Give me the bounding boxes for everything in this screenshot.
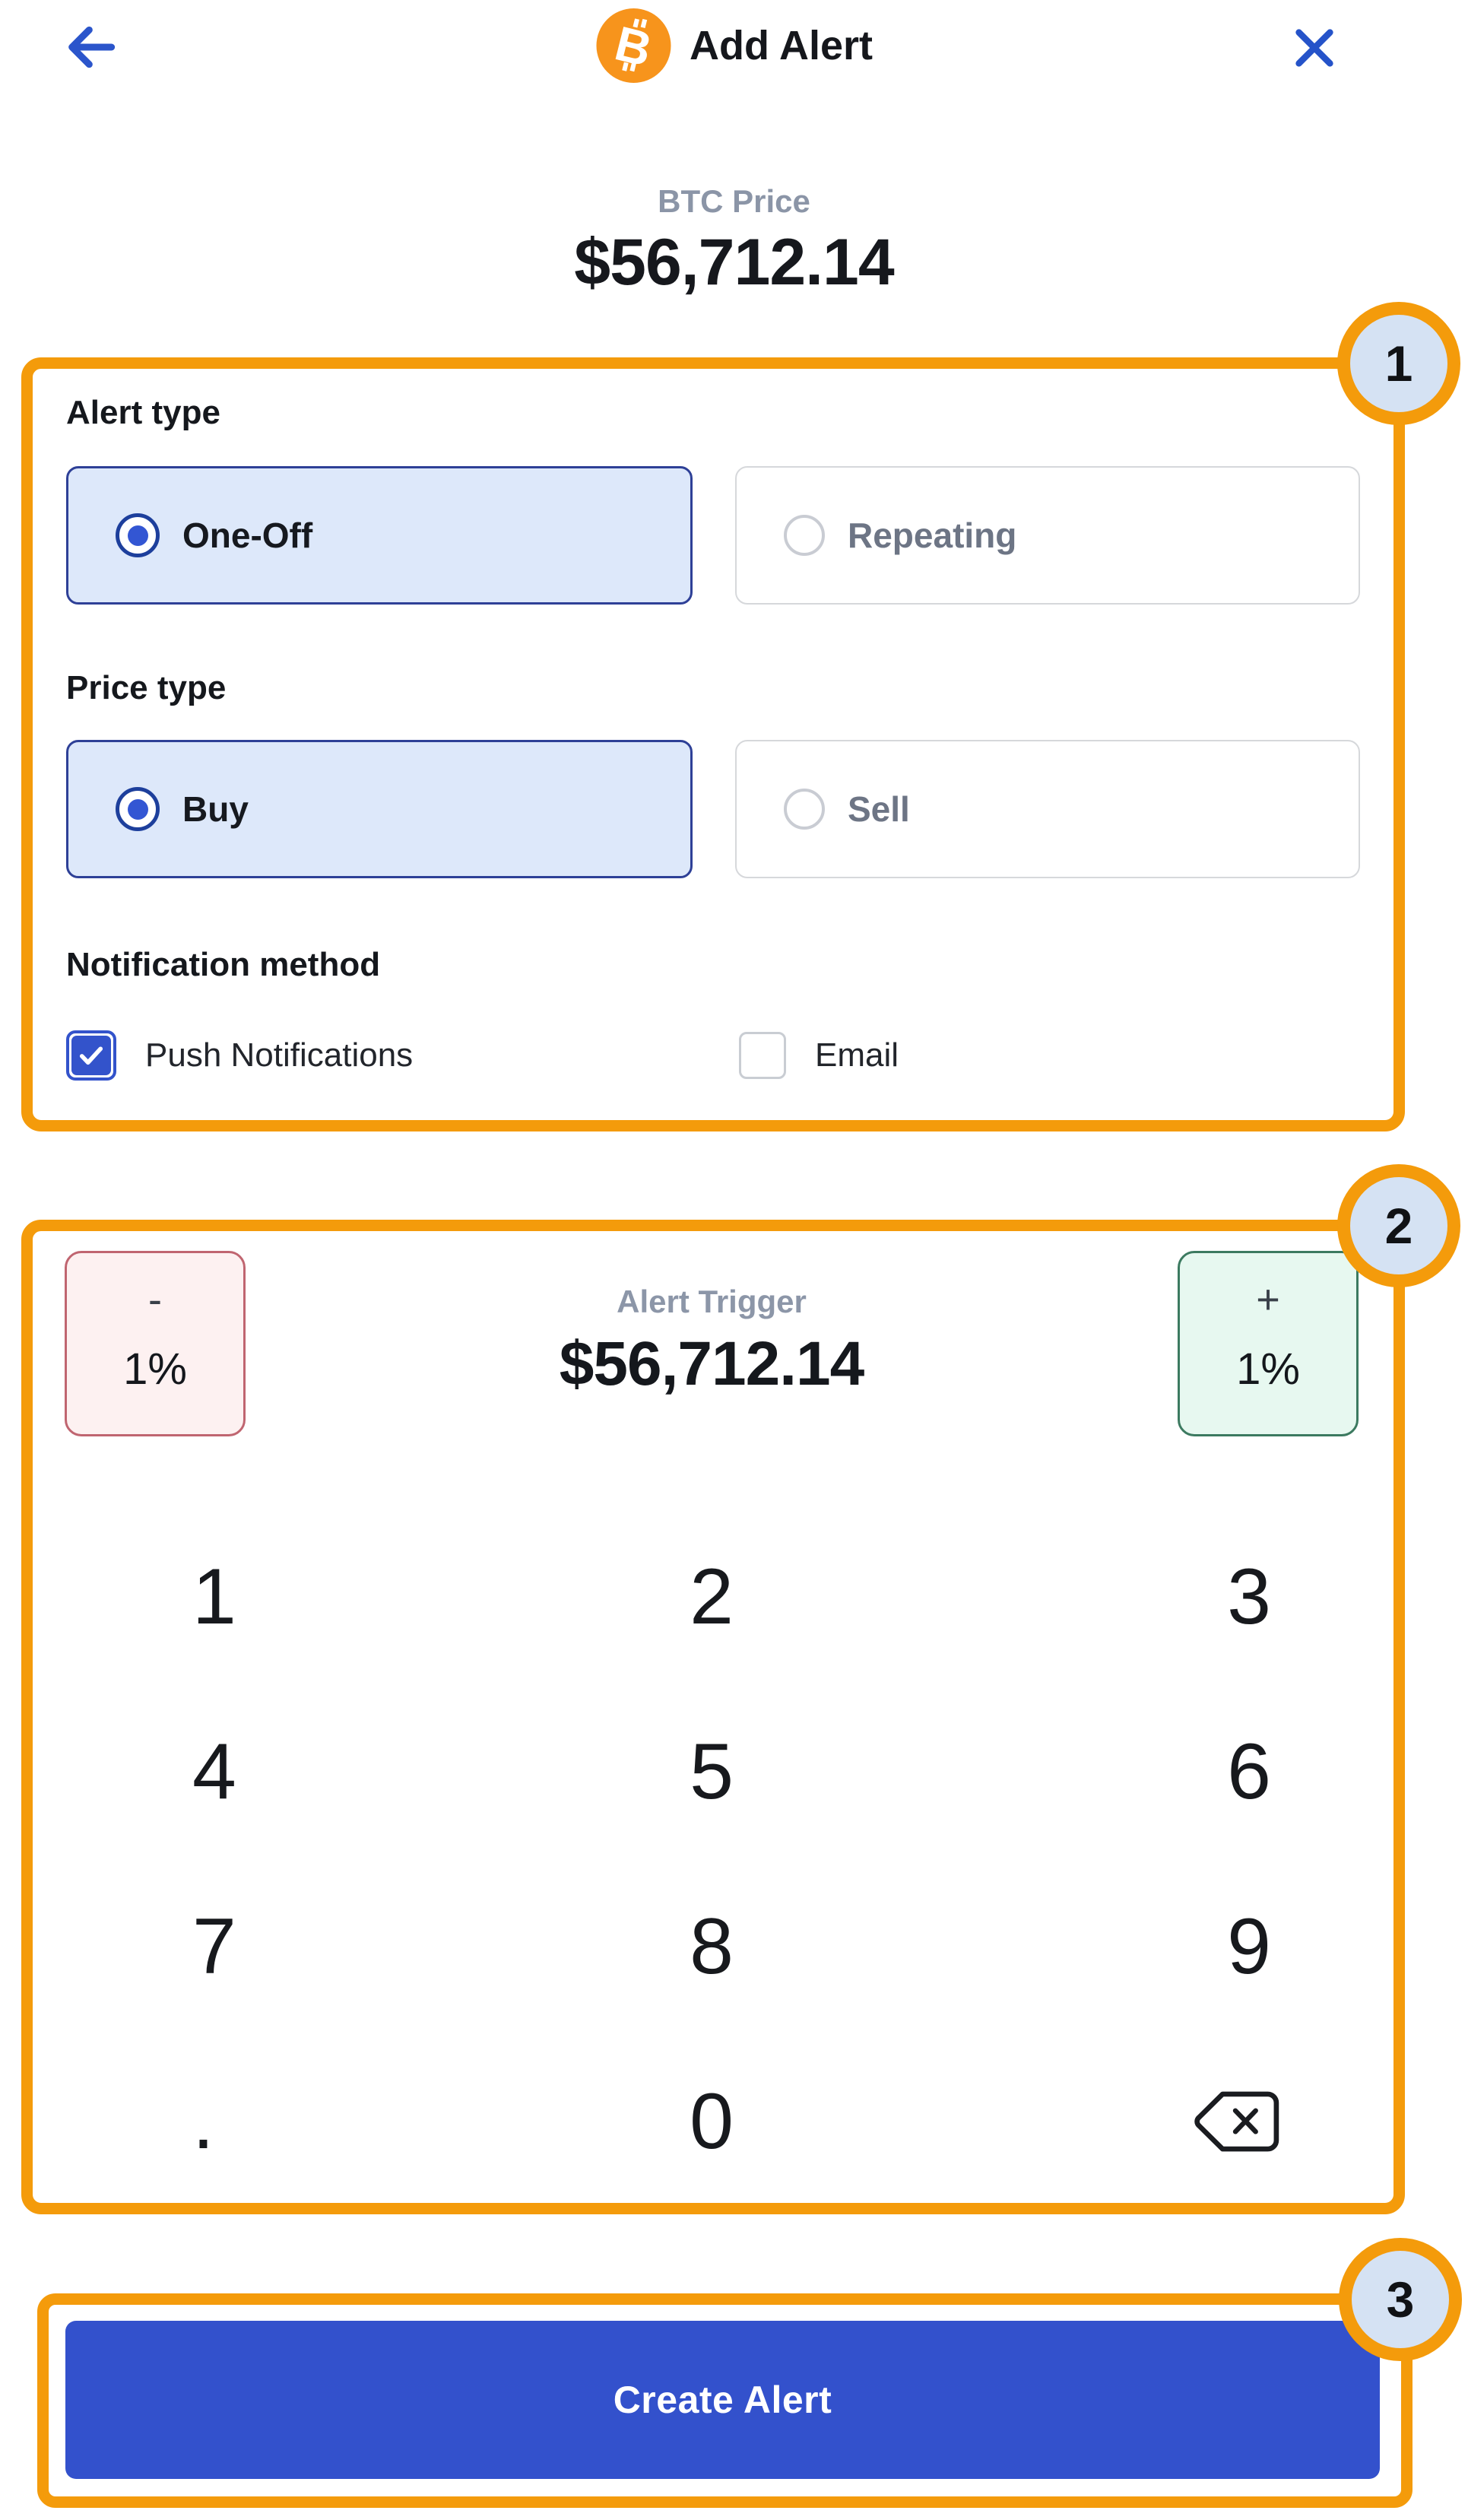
annotation-badge-1: 1 (1337, 302, 1460, 425)
trigger-value: $56,712.14 (559, 1329, 864, 1399)
key-4[interactable]: 4 (192, 1728, 236, 1816)
option-label: One-Off (182, 516, 313, 555)
key-decimal[interactable]: . (192, 2077, 214, 2166)
trigger-label: Alert Trigger (617, 1284, 807, 1319)
annotation-box-3: Create Alert (37, 2293, 1413, 2508)
key-5[interactable]: 5 (690, 1728, 734, 1816)
price-type-options: Buy Sell (66, 740, 1360, 878)
radio-selected-icon (116, 513, 160, 557)
checkbox-unchecked-icon (739, 1032, 787, 1079)
key-3[interactable]: 3 (1227, 1553, 1271, 1641)
plus-icon: + (1256, 1277, 1280, 1322)
header: B Add Alert (0, 0, 1468, 99)
pct-amount: 1% (123, 1344, 187, 1394)
back-button[interactable] (61, 17, 122, 78)
create-alert-label: Create Alert (613, 2379, 832, 2421)
radio-selected-icon (116, 787, 160, 831)
increase-1pct-button[interactable]: + 1% (1178, 1251, 1359, 1436)
key-2[interactable]: 2 (690, 1553, 734, 1641)
price-value: $56,712.14 (574, 226, 894, 300)
numeric-keypad: 1 2 3 4 5 6 7 8 9 . 0 (65, 1509, 1359, 2203)
key-backspace[interactable] (1191, 2090, 1359, 2153)
pct-amount: 1% (1236, 1344, 1300, 1394)
annotation-badge-2: 2 (1337, 1164, 1460, 1287)
checkbox-email[interactable]: Email (739, 1032, 899, 1079)
annotation-badge-3: 3 (1339, 2238, 1462, 2361)
arrow-left-icon (68, 26, 116, 68)
title-group: B Add Alert (595, 8, 873, 84)
price-label: BTC Price (658, 183, 810, 219)
key-7[interactable]: 7 (192, 1903, 236, 1991)
checkbox-push-notifications[interactable]: Push Notifications (66, 1030, 739, 1081)
option-one-off[interactable]: One-Off (66, 466, 693, 605)
current-price-block: BTC Price $56,712.14 (0, 183, 1468, 300)
decrease-1pct-button[interactable]: - 1% (65, 1251, 246, 1436)
bitcoin-icon: B (596, 8, 671, 83)
annotation-box-1: Alert type One-Off Repeating Price type … (21, 357, 1405, 1131)
checkbox-label: Email (815, 1036, 899, 1074)
create-alert-button[interactable]: Create Alert (65, 2321, 1380, 2479)
notification-options: Push Notifications Email (66, 1030, 1360, 1081)
annotation-box-2: - 1% Alert Trigger $56,712.14 + 1% 1 2 3… (21, 1220, 1405, 2214)
option-repeating[interactable]: Repeating (735, 466, 1360, 605)
option-label: Buy (182, 789, 249, 829)
notification-method-label: Notification method (66, 946, 381, 983)
radio-unselected-icon (784, 789, 825, 830)
key-0[interactable]: 0 (690, 2077, 734, 2166)
key-1[interactable]: 1 (192, 1553, 236, 1641)
page-title: Add Alert (690, 23, 873, 68)
option-sell[interactable]: Sell (735, 740, 1360, 878)
option-buy[interactable]: Buy (66, 740, 693, 878)
key-8[interactable]: 8 (690, 1903, 734, 1991)
option-label: Sell (848, 789, 910, 829)
backspace-icon (1194, 2091, 1279, 2152)
trigger-row: - 1% Alert Trigger $56,712.14 + 1% (65, 1251, 1359, 1436)
trigger-value-block: Alert Trigger $56,712.14 (560, 1284, 864, 1395)
radio-unselected-icon (784, 515, 825, 556)
checkbox-checked-icon (66, 1030, 116, 1081)
key-9[interactable]: 9 (1227, 1903, 1271, 1991)
checkbox-label: Push Notifications (145, 1036, 414, 1074)
alert-type-options: One-Off Repeating (66, 466, 1360, 605)
key-6[interactable]: 6 (1227, 1728, 1271, 1816)
close-icon (1295, 29, 1333, 67)
close-button[interactable] (1288, 21, 1341, 75)
option-label: Repeating (848, 516, 1017, 555)
alert-type-label: Alert type (66, 394, 220, 431)
price-type-label: Price type (66, 669, 227, 706)
minus-icon: - (148, 1277, 162, 1322)
